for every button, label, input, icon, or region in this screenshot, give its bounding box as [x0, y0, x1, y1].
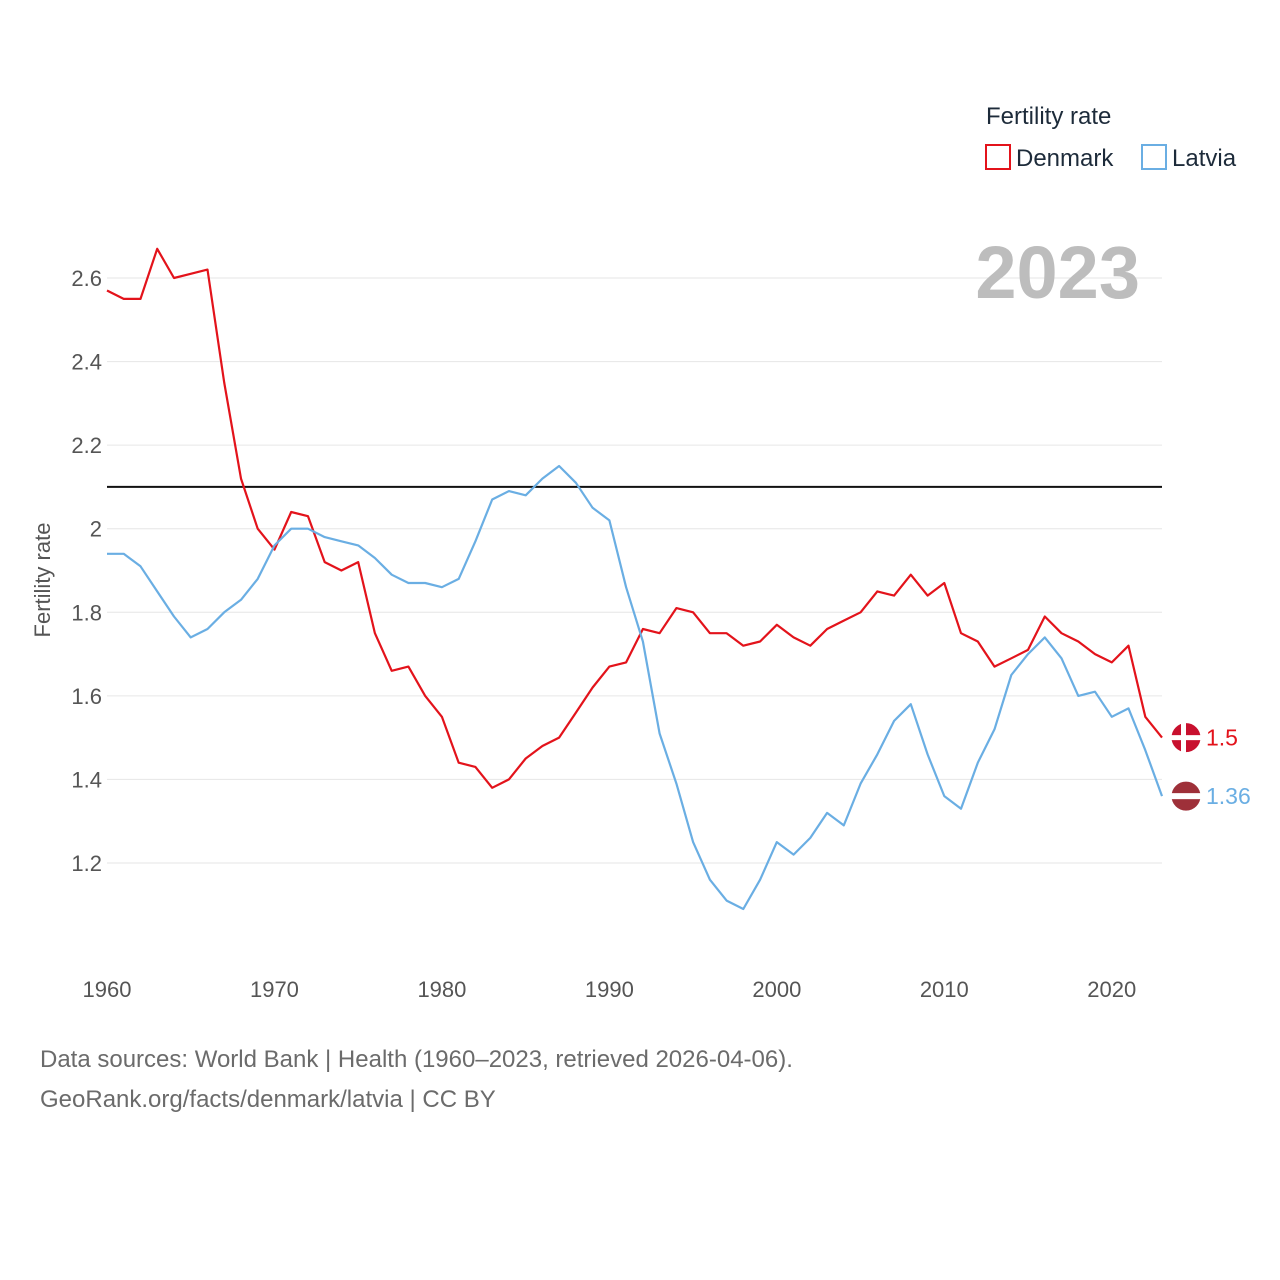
- latvia-flag-icon: [1170, 780, 1202, 812]
- y-tick-label: 1.6: [71, 684, 102, 709]
- license-line: GeoRank.org/facts/denmark/latvia | CC BY: [40, 1086, 496, 1113]
- y-tick-label: 2.6: [71, 266, 102, 291]
- legend-label-denmark[interactable]: Denmark: [1016, 145, 1114, 172]
- y-axis-ticks: 1.2 1.4 1.6 1.8 2 2.2 2.4 2.6: [71, 266, 102, 876]
- x-tick-label: 2010: [920, 977, 969, 1002]
- series-line-denmark[interactable]: [106, 247, 1163, 789]
- y-tick-label: 1.2: [71, 851, 102, 876]
- legend-swatch-denmark[interactable]: [985, 144, 1011, 170]
- x-tick-label: 1990: [585, 977, 634, 1002]
- y-axis-title: Fertility rate: [30, 523, 55, 638]
- legend-label-latvia[interactable]: Latvia: [1172, 145, 1237, 172]
- denmark-flag-icon: [1170, 722, 1202, 754]
- series-lines: [106, 247, 1164, 911]
- year-label: 2023: [975, 231, 1140, 314]
- x-axis-ticks: 1960 1970 1980 1990 2000 2010 2020: [83, 977, 1137, 1002]
- y-tick-label: 1.4: [71, 767, 102, 792]
- y-tick-label: 2.2: [71, 433, 102, 458]
- end-value-label-latvia: 1.36: [1206, 783, 1251, 809]
- x-tick-label: 2000: [752, 977, 801, 1002]
- series-line-latvia[interactable]: [107, 464, 1164, 911]
- x-tick-label: 1960: [83, 977, 132, 1002]
- source-line: Data sources: World Bank | Health (1960–…: [40, 1046, 793, 1073]
- x-tick-label: 1980: [417, 977, 466, 1002]
- x-tick-label: 1970: [250, 977, 299, 1002]
- series-end-markers: 1.5 1.36: [1170, 722, 1251, 812]
- legend-swatch-latvia[interactable]: [1141, 144, 1167, 170]
- x-tick-label: 2020: [1087, 977, 1136, 1002]
- gridlines: [107, 277, 1162, 864]
- legend-title: Fertility rate: [986, 103, 1111, 130]
- y-tick-label: 2.4: [71, 350, 102, 375]
- source-credits: Data sources: World Bank | Health (1960–…: [40, 1040, 793, 1120]
- legend: Fertility rate Denmark Latvia: [985, 103, 1237, 172]
- end-value-label-denmark: 1.5: [1206, 725, 1238, 751]
- y-tick-label: 2: [90, 517, 102, 542]
- y-tick-label: 1.8: [71, 600, 102, 625]
